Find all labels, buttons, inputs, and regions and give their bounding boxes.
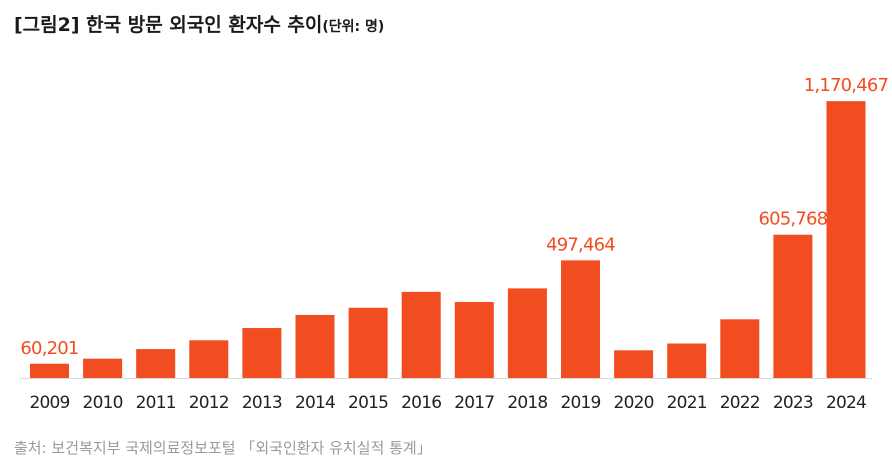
data-label-2019: 497,464 (546, 234, 615, 255)
source-note: 출처: 보건복지부 국제의료정보포털 「외국인환자 유치실적 통계」 (14, 439, 432, 457)
x-tick-label-2009: 2009 (29, 393, 69, 413)
bar-2019 (561, 260, 600, 378)
bar-2012 (189, 340, 229, 378)
bar-2017 (454, 301, 494, 378)
x-tick-label-2010: 2010 (83, 393, 123, 413)
bar-2013 (242, 328, 282, 378)
bar-2010 (83, 358, 123, 378)
bar-2015 (348, 307, 388, 378)
bar-2009 (30, 363, 69, 378)
x-tick-label-2022: 2022 (720, 393, 760, 413)
data-label-2024: 1,170,467 (804, 75, 888, 96)
x-tick-label-2021: 2021 (667, 393, 707, 413)
bar-2011 (136, 349, 176, 378)
x-tick-label-2017: 2017 (454, 393, 494, 413)
bar-2024 (826, 101, 866, 378)
bar-2020 (614, 350, 654, 378)
chart-unit-label: (단위: 명) (322, 19, 385, 35)
x-tick-label-2019: 2019 (560, 393, 600, 413)
x-tick-label-2020: 2020 (614, 393, 654, 413)
bar-2023 (773, 234, 813, 378)
data-label-2009: 60,201 (20, 338, 78, 359)
x-tick-label-2023: 2023 (773, 393, 813, 413)
x-tick-label-2018: 2018 (507, 393, 547, 413)
bar-2022 (720, 319, 760, 378)
x-tick-label-2012: 2012 (189, 393, 229, 413)
bar-2016 (401, 291, 441, 378)
chart-title-text: [그림2] 한국 방문 외국인 환자수 추이 (14, 14, 323, 36)
x-tick-label-2013: 2013 (242, 393, 282, 413)
bar-2018 (507, 288, 547, 378)
bar-2021 (667, 343, 707, 378)
chart-title: [그림2] 한국 방문 외국인 환자수 추이(단위: 명) (14, 10, 384, 37)
x-tick-label-2014: 2014 (295, 393, 335, 413)
x-tick-label-2024: 2024 (826, 393, 866, 413)
x-tick-label-2016: 2016 (401, 393, 441, 413)
bar-2014 (295, 314, 335, 378)
data-label-2023: 605,768 (758, 209, 827, 230)
x-tick-label-2011: 2011 (136, 393, 176, 413)
x-tick-label-2015: 2015 (348, 393, 388, 413)
